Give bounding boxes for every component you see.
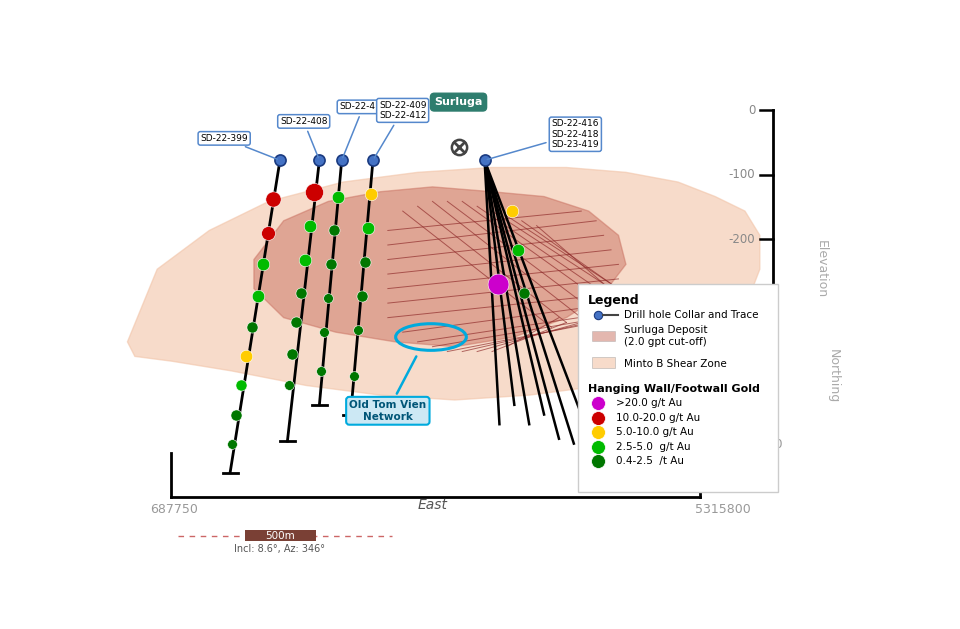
Polygon shape [128,167,760,400]
Text: 2.5-5.0  g/t Au: 2.5-5.0 g/t Au [616,442,691,452]
Text: Elevation: Elevation [814,240,828,298]
Text: Northing: Northing [827,348,839,403]
Text: 5.0-10.0 g/t Au: 5.0-10.0 g/t Au [616,428,694,437]
Text: Hanging Wall/Footwall Gold: Hanging Wall/Footwall Gold [588,384,760,394]
Text: Incl: 8.6°, Az: 346°: Incl: 8.6°, Az: 346° [234,544,325,554]
Text: Drill hole Collar and Trace: Drill hole Collar and Trace [624,309,758,320]
Text: -200: -200 [729,233,756,246]
Text: 5317650: 5317650 [727,438,782,452]
Text: -300: -300 [729,297,756,310]
Text: SD-22-416
SD-22-418
SD-23-419: SD-22-416 SD-22-418 SD-23-419 [488,120,599,160]
Polygon shape [253,187,626,347]
Text: Legend: Legend [588,294,639,308]
Text: -100: -100 [729,169,756,181]
Text: 500m: 500m [265,531,295,540]
Text: Surluga Deposit
(2.0 gpt cut-off): Surluga Deposit (2.0 gpt cut-off) [624,325,708,347]
Text: Surluga: Surluga [434,97,483,107]
Text: 0.4-2.5  /t Au: 0.4-2.5 /t Au [616,457,684,467]
Text: -400: -400 [729,362,756,374]
Bar [592,357,614,368]
Text: SD-22-410: SD-22-410 [340,103,387,158]
Text: East: East [418,498,447,512]
Text: SD-22-409
SD-22-412: SD-22-409 SD-22-412 [374,101,426,158]
Text: SD-22-399: SD-22-399 [201,134,277,159]
Text: Minto B Shear Zone: Minto B Shear Zone [624,359,727,369]
Text: Old Tom Vien
Network: Old Tom Vien Network [349,357,426,421]
FancyBboxPatch shape [578,284,779,492]
Text: SD-22-408: SD-22-408 [280,117,327,158]
Text: >20.0 g/t Au: >20.0 g/t Au [616,398,683,408]
Bar [245,530,316,541]
Text: 687750: 687750 [150,503,198,516]
Text: 10.0-20.0 g/t Au: 10.0-20.0 g/t Au [616,413,701,423]
Text: 5315800: 5315800 [695,503,751,516]
Bar [592,331,614,342]
Text: 0: 0 [748,104,756,117]
